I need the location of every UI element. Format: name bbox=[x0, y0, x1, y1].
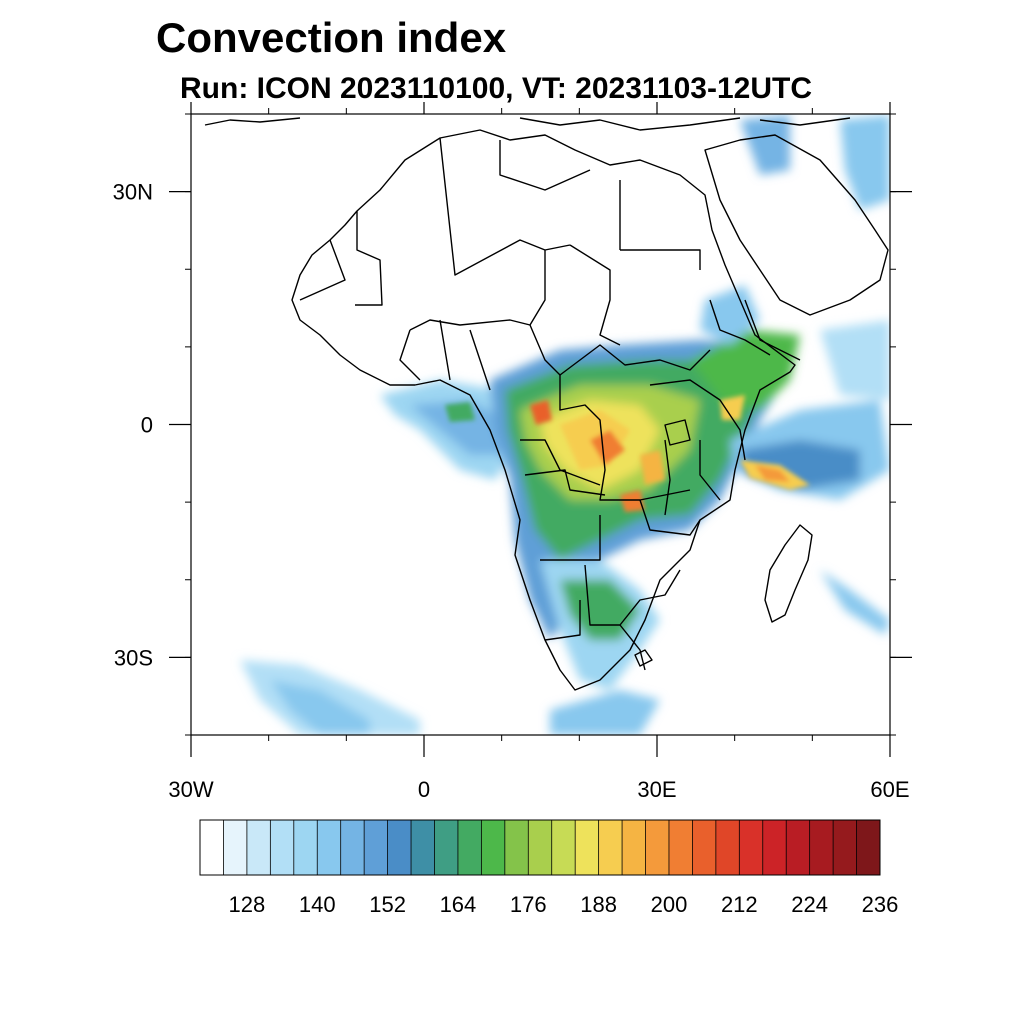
colorbar-swatch bbox=[504, 820, 529, 875]
colorbar-label: 176 bbox=[510, 892, 547, 917]
colorbar-swatch bbox=[715, 820, 740, 875]
colorbar-swatch bbox=[762, 820, 787, 875]
page-title: Convection index bbox=[156, 14, 507, 61]
colorbar-swatch bbox=[457, 820, 482, 875]
colorbar-swatch bbox=[786, 820, 810, 875]
colorbar-label: 152 bbox=[369, 892, 406, 917]
coastlines-borders bbox=[204, 117, 889, 691]
colorbar-swatch bbox=[668, 820, 693, 875]
colorbar-swatch bbox=[739, 820, 764, 875]
colorbar-swatch bbox=[434, 820, 459, 875]
colorbar-label: 224 bbox=[791, 892, 828, 917]
x-tick-label: 30W bbox=[168, 777, 213, 802]
x-tick-label: 0 bbox=[418, 777, 430, 802]
colorbar-label: 128 bbox=[229, 892, 266, 917]
colorbar-swatch bbox=[481, 820, 506, 875]
colorbar-swatch bbox=[223, 820, 248, 875]
colorbar-label: 200 bbox=[651, 892, 688, 917]
colorbar-swatch bbox=[293, 820, 318, 875]
colorbar-swatch bbox=[856, 820, 881, 875]
y-tick-label: 30N bbox=[113, 180, 153, 205]
colorbar-label: 164 bbox=[440, 892, 477, 917]
colorbar-swatch bbox=[622, 820, 646, 875]
x-tick-label: 60E bbox=[870, 777, 909, 802]
colorbar-swatch bbox=[551, 820, 576, 875]
colorbar-swatch bbox=[833, 820, 857, 875]
colorbar-swatch bbox=[809, 820, 834, 875]
colorbar-swatch bbox=[575, 820, 599, 875]
colorbar-label: 140 bbox=[299, 892, 336, 917]
colorbar-swatch bbox=[364, 820, 388, 875]
colorbar-swatch bbox=[270, 820, 295, 875]
y-tick-label: 0 bbox=[141, 413, 153, 438]
colorbar-label: 188 bbox=[580, 892, 617, 917]
colorbar-swatch bbox=[246, 820, 271, 875]
map-axes: 30W 0 30E 60E 30N 0 30S bbox=[113, 102, 912, 802]
page-subtitle: Run: ICON 2023110100, VT: 20231103-12UTC bbox=[180, 72, 813, 105]
colorbar-swatch bbox=[411, 820, 435, 875]
colorbar-swatch bbox=[528, 820, 553, 875]
colorbar-swatch bbox=[692, 820, 717, 875]
x-tick-label: 30E bbox=[637, 777, 676, 802]
colorbar-swatch bbox=[387, 820, 412, 875]
colorbar-swatch bbox=[317, 820, 341, 875]
convection-field bbox=[240, 115, 890, 735]
colorbar-swatch bbox=[200, 820, 224, 875]
colorbar-label: 236 bbox=[862, 892, 899, 917]
colorbar-swatch bbox=[340, 820, 365, 875]
colorbar-frame bbox=[199, 819, 881, 876]
colorbar-label: 212 bbox=[721, 892, 758, 917]
colorbar-swatch bbox=[598, 820, 623, 875]
y-tick-label: 30S bbox=[114, 645, 153, 670]
colorbar: 128 140 152 164 176 188 200 212 224 236 bbox=[199, 819, 899, 917]
colorbar-swatch bbox=[645, 820, 670, 875]
